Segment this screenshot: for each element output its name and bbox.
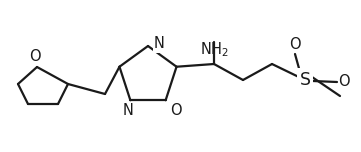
Text: S: S — [300, 71, 310, 89]
Text: O: O — [29, 49, 41, 64]
Text: O: O — [289, 37, 301, 52]
Text: N: N — [154, 36, 165, 52]
Text: O: O — [338, 74, 349, 90]
Text: O: O — [170, 103, 181, 118]
Text: N: N — [123, 103, 134, 118]
Text: NH$_2$: NH$_2$ — [200, 40, 229, 59]
